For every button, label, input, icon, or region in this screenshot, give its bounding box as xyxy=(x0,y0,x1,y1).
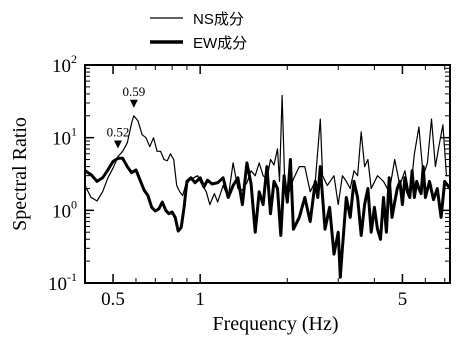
y-tick-base: 10 xyxy=(52,129,71,150)
legend-label-ns: NS成分 xyxy=(193,11,244,28)
y-tick-base: 10 xyxy=(48,274,67,295)
peak-annotations: 0.52 0.59 xyxy=(107,84,145,149)
y-tick-base: 10 xyxy=(52,56,71,77)
y-tick-label: 100 xyxy=(52,197,77,222)
y-tick-exponent: -1 xyxy=(67,270,77,284)
plot-frame xyxy=(84,64,451,284)
y-tick-exponent: 2 xyxy=(71,52,77,66)
peak-label: 0.52 xyxy=(107,125,130,140)
y-tick-exponent: 0 xyxy=(71,197,77,211)
y-tick-label: 10-1 xyxy=(48,270,77,295)
y-tick-label: 102 xyxy=(52,52,77,77)
ew-series-line xyxy=(85,156,450,279)
y-tick-label: 101 xyxy=(52,125,77,150)
y-tick-base: 10 xyxy=(52,201,71,222)
plot-series xyxy=(85,94,450,279)
x-tick-label: 0.5 xyxy=(101,289,125,310)
x-tick-label: 1 xyxy=(195,289,205,310)
x-axis-label: Frequency (Hz) xyxy=(212,313,338,335)
legend: NS成分 EW成分 xyxy=(150,11,247,52)
peak-marker-arrow xyxy=(113,140,122,149)
legend-label-ew: EW成分 xyxy=(193,35,247,52)
peak-marker-arrow xyxy=(129,99,138,108)
y-tick-exponent: 1 xyxy=(71,125,77,139)
y-axis-label: Spectral Ratio xyxy=(9,117,31,231)
x-tick-label: 5 xyxy=(398,289,408,310)
peak-label: 0.59 xyxy=(122,84,145,99)
